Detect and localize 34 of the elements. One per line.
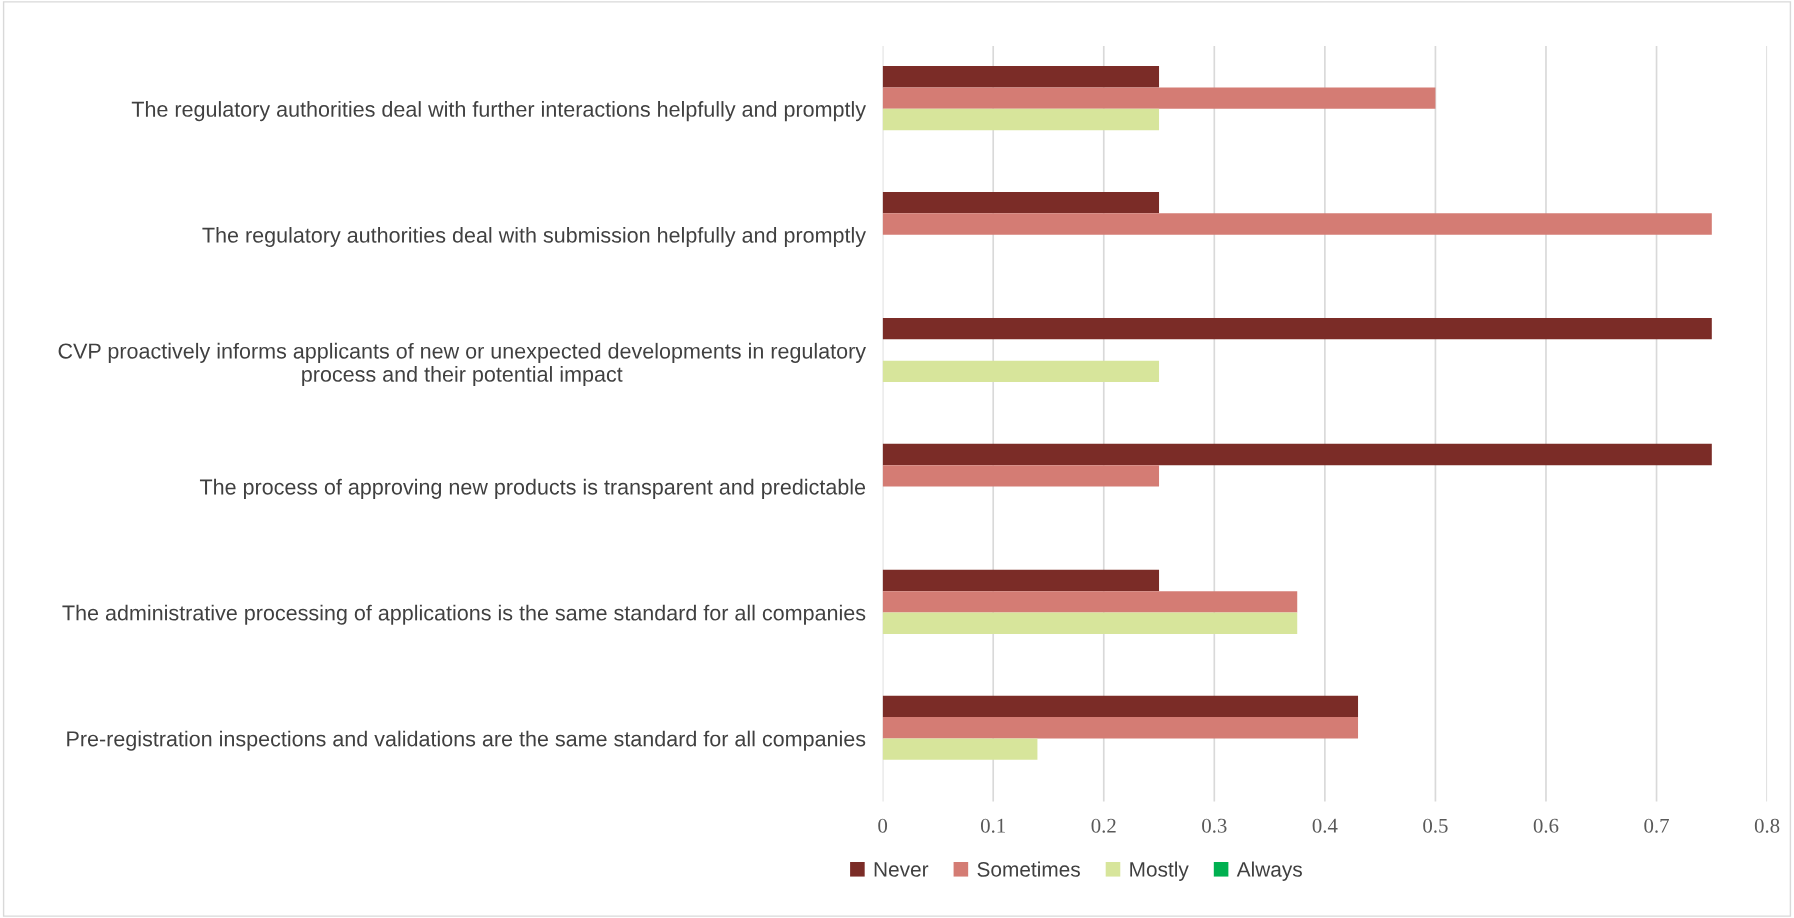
legend-label: Never [874, 862, 929, 877]
bar [882, 213, 1712, 235]
bar [882, 443, 1712, 466]
bar [882, 717, 1359, 739]
x-tick-label: 0.3 [1202, 818, 1227, 833]
x-tick-label: 0.1 [980, 818, 1005, 833]
bar [882, 108, 1160, 131]
bar [882, 465, 1160, 487]
x-tick-label: 0 [878, 818, 888, 833]
y-tick-label: The administrative processing of applications is the same standard for all companies [62, 604, 866, 625]
bar [882, 738, 1038, 760]
legend-label: Always [1236, 861, 1302, 881]
bar [882, 66, 1160, 88]
bar [882, 87, 1436, 109]
x-tick-label: 0.6 [1533, 818, 1559, 833]
bar [882, 191, 1160, 214]
x-tick-label: 0.5 [1423, 818, 1448, 833]
bar [882, 569, 1160, 592]
bar [882, 695, 1359, 718]
x-tick-label: 0.8 [1754, 818, 1780, 833]
y-tick-label: Pre-registration inspections and validations are the same standard for all companies [67, 730, 866, 751]
y-tick-label: The regulatory authorities deal with submission helpfully and promptly [202, 226, 866, 248]
bar [882, 612, 1298, 634]
y-tick-label: The process of approving new products is transparent and predictable [199, 478, 866, 499]
x-tick-label: 0.2 [1091, 818, 1116, 833]
legend-label: Mostly [1130, 861, 1189, 881]
y-tick-label: The regulatory authorities deal with further interactions helpfully and promptly [131, 101, 866, 122]
bar [882, 360, 1160, 383]
y-tick-label: CVP proactively informs applicants of new or unexpected developments in regulatory process and their potential impact [58, 342, 866, 387]
x-tick-label: 0.7 [1644, 818, 1669, 833]
legend-label: Sometimes [977, 861, 1080, 877]
bar [882, 591, 1298, 613]
bar [882, 317, 1712, 340]
x-tick-label: 0.4 [1312, 818, 1338, 833]
